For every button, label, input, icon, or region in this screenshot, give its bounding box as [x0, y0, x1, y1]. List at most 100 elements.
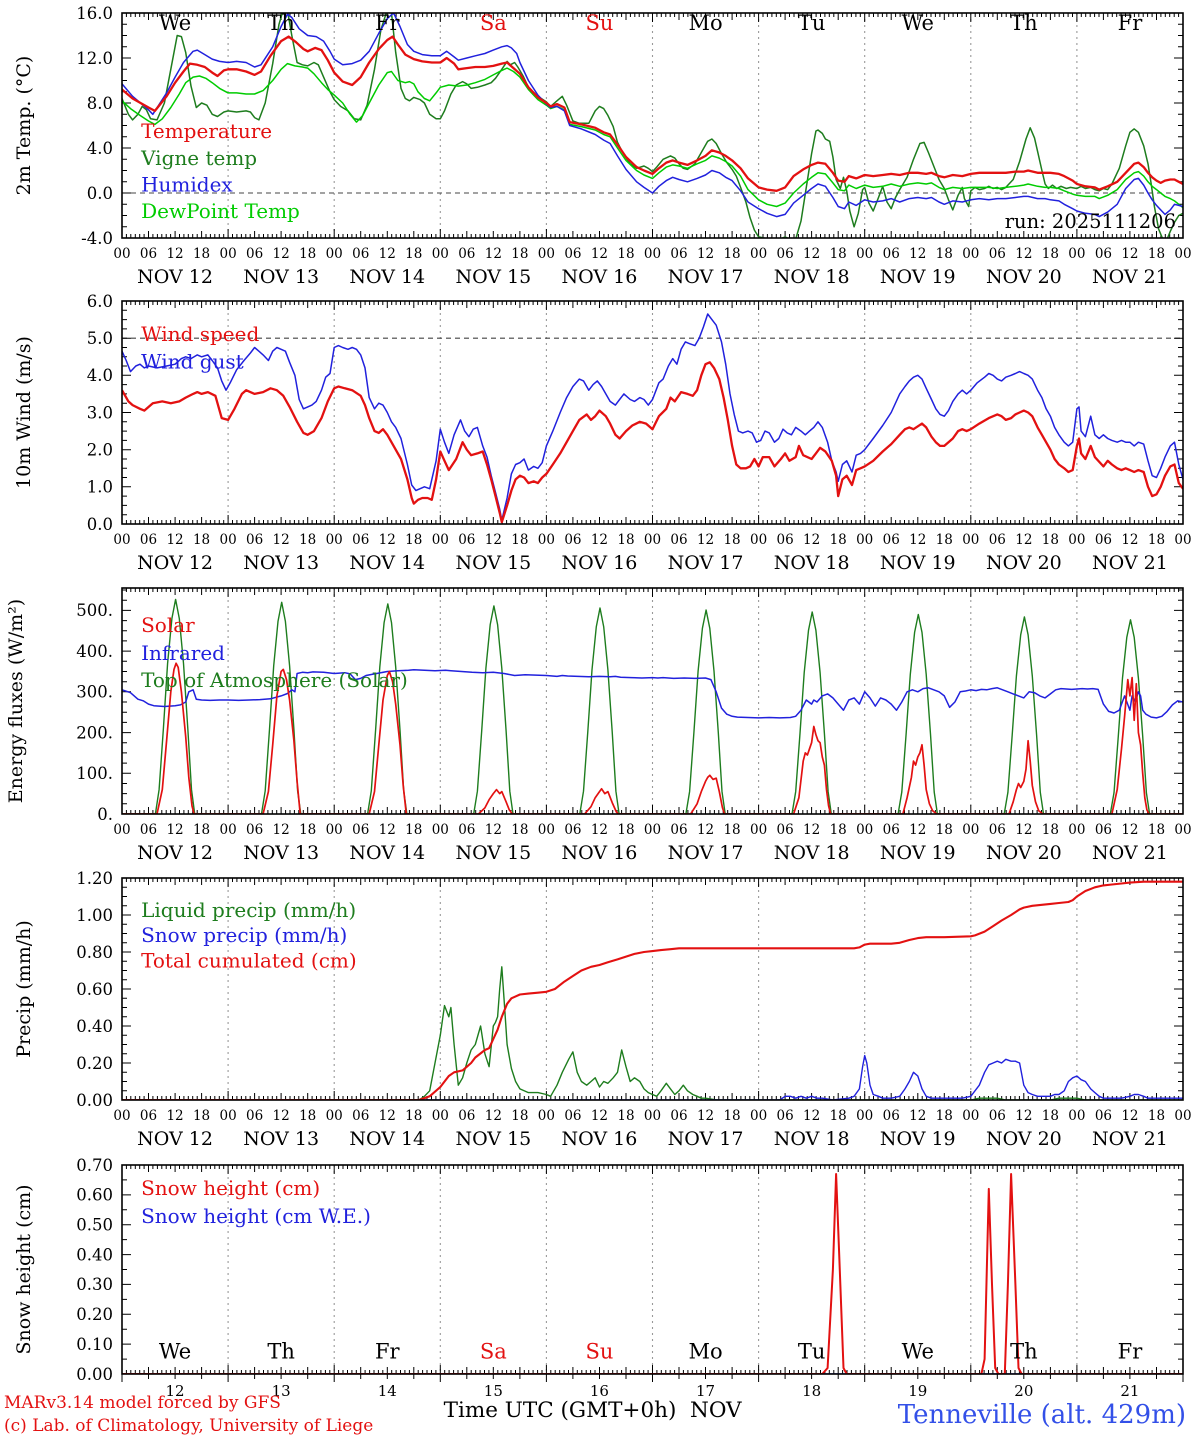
y-tick-label: -4.0: [81, 229, 113, 248]
hour-tick-label: 06: [140, 1108, 157, 1124]
hour-tick-label: 00: [220, 822, 237, 838]
date-label: NOV 18: [774, 842, 850, 864]
day-number-label: 12: [166, 1382, 185, 1400]
y-ticks: [122, 300, 1183, 525]
station-label: Tenneville (alt. 429m): [898, 1400, 1186, 1430]
hour-tick-label: 06: [1095, 246, 1112, 262]
hour-tick-label: 06: [883, 532, 900, 548]
hour-tick-label: 12: [379, 1108, 396, 1124]
day-name-label: Sa: [480, 11, 507, 35]
hour-tick-label: 12: [591, 1108, 608, 1124]
hour-tick-label: 06: [670, 1108, 687, 1124]
hour-tick-label: 06: [458, 1108, 475, 1124]
hour-tick-label: 00: [432, 822, 449, 838]
hour-tick-label: 06: [883, 246, 900, 262]
y-tick-label: 500.: [76, 601, 113, 620]
series-snow-precip: [122, 1054, 1183, 1100]
hour-tick-label: 00: [644, 1108, 661, 1124]
hour-tick-label: 00: [856, 1108, 873, 1124]
hour-tick-label: 00: [1174, 1108, 1191, 1124]
legend-wind-gust: Wind gust: [141, 350, 244, 374]
date-label: NOV 19: [880, 1128, 956, 1150]
hour-tick-label: 12: [273, 1108, 290, 1124]
hour-tick-label: 18: [1148, 1108, 1165, 1124]
y-tick-label: 0.40: [76, 1245, 113, 1264]
y-tick-label: 0.20: [76, 1054, 113, 1073]
date-label: NOV 14: [349, 266, 425, 288]
hour-tick-label: 00: [113, 1108, 130, 1124]
date-label: NOV 13: [243, 266, 319, 288]
hour-tick-label: 00: [750, 246, 767, 262]
date-label: NOV 14: [349, 1128, 425, 1150]
hour-tick-label: 06: [352, 1108, 369, 1124]
day-name-label: Th: [1010, 11, 1038, 35]
hour-tick-label: 06: [564, 246, 581, 262]
day-name-label: Tu: [798, 11, 826, 35]
series-temperature: [122, 35, 1183, 192]
panel-snow: 0.70 0.60 0.50 0.40 0.30 0.20 0.10 0.00 Snow hei…: [13, 1156, 1184, 1400]
day-name-label: We: [159, 1339, 191, 1363]
hour-tick-label: 12: [273, 822, 290, 838]
legend-vigne-temp: Vigne temp: [140, 146, 257, 170]
hour-tick-label: 12: [591, 532, 608, 548]
hour-tick-label: 06: [1095, 1108, 1112, 1124]
day-name-label: Fr: [375, 11, 401, 35]
series-group: [122, 598, 1183, 814]
date-label: NOV 16: [562, 552, 638, 574]
series-top-of-atmosphere-solar-: [122, 598, 1183, 814]
day-number-label: 19: [908, 1382, 927, 1400]
date-label: NOV 12: [137, 552, 213, 574]
hour-tick-label: 18: [1148, 822, 1165, 838]
day-number-label: 16: [590, 1382, 609, 1400]
y-tick-label: 4.0: [87, 139, 113, 158]
hour-tick-label: 00: [326, 532, 343, 548]
y-tick-label: 0.00: [76, 1365, 113, 1384]
hour-tick-label: 18: [511, 532, 528, 548]
series-group: [122, 1173, 1183, 1374]
hour-tick-label: 00: [220, 532, 237, 548]
y-tick-label: 1.20: [76, 869, 113, 888]
date-label: NOV 12: [137, 1128, 213, 1150]
hour-tick-label: 00: [856, 532, 873, 548]
series-group: [122, 13, 1183, 238]
date-label: NOV 14: [349, 552, 425, 574]
hour-tick-label: 18: [617, 532, 634, 548]
date-label: NOV 15: [455, 1128, 531, 1150]
hour-tick-label: 12: [166, 822, 183, 838]
y-tick-label: 0.60: [76, 1186, 113, 1205]
series-humidex: [122, 13, 1183, 218]
hour-tick-label: 18: [723, 532, 740, 548]
y-axis-title: Energy fluxes (W/m²): [5, 599, 27, 803]
date-label: NOV 18: [774, 266, 850, 288]
hour-tick-label: 06: [246, 1108, 263, 1124]
hour-tick-label: 06: [564, 822, 581, 838]
legend-dewpoint-temp: DewPoint Temp: [141, 199, 300, 223]
date-label: NOV 14: [349, 842, 425, 864]
hour-tick-label: 18: [1042, 1108, 1059, 1124]
hour-tick-label: 18: [723, 1108, 740, 1124]
date-label: NOV 19: [880, 552, 956, 574]
hour-tick-label: 06: [670, 532, 687, 548]
y-tick-label: 200.: [76, 723, 113, 742]
date-label: NOV 15: [455, 842, 531, 864]
hour-tick-label: 12: [1015, 1108, 1032, 1124]
day-name-label: Mo: [688, 11, 722, 35]
series-wind-gust: [122, 313, 1183, 522]
hour-tick-label: 18: [830, 1108, 847, 1124]
date-label: NOV 17: [668, 842, 744, 864]
footer-lab-credit: (c) Lab. of Climatology, University of L…: [4, 1416, 373, 1436]
y-tick-label: 2.0: [87, 440, 113, 459]
day-name-label: Fr: [1118, 11, 1144, 35]
hour-tick-label: 18: [405, 822, 422, 838]
hour-tick-label: 00: [432, 246, 449, 262]
hour-tick-label: 18: [193, 246, 210, 262]
y-tick-label: 5.0: [87, 329, 113, 348]
hour-tick-label: 12: [1015, 246, 1032, 262]
legend-snow-precip-mm-h-: Snow precip (mm/h): [141, 923, 347, 947]
hour-tick-label: 18: [299, 246, 316, 262]
legend-liquid-precip-mm-h-: Liquid precip (mm/h): [141, 898, 356, 922]
hour-tick-label: 06: [883, 822, 900, 838]
y-tick-label: 6.0: [87, 292, 113, 311]
y-tick-label: 3.0: [87, 403, 113, 422]
